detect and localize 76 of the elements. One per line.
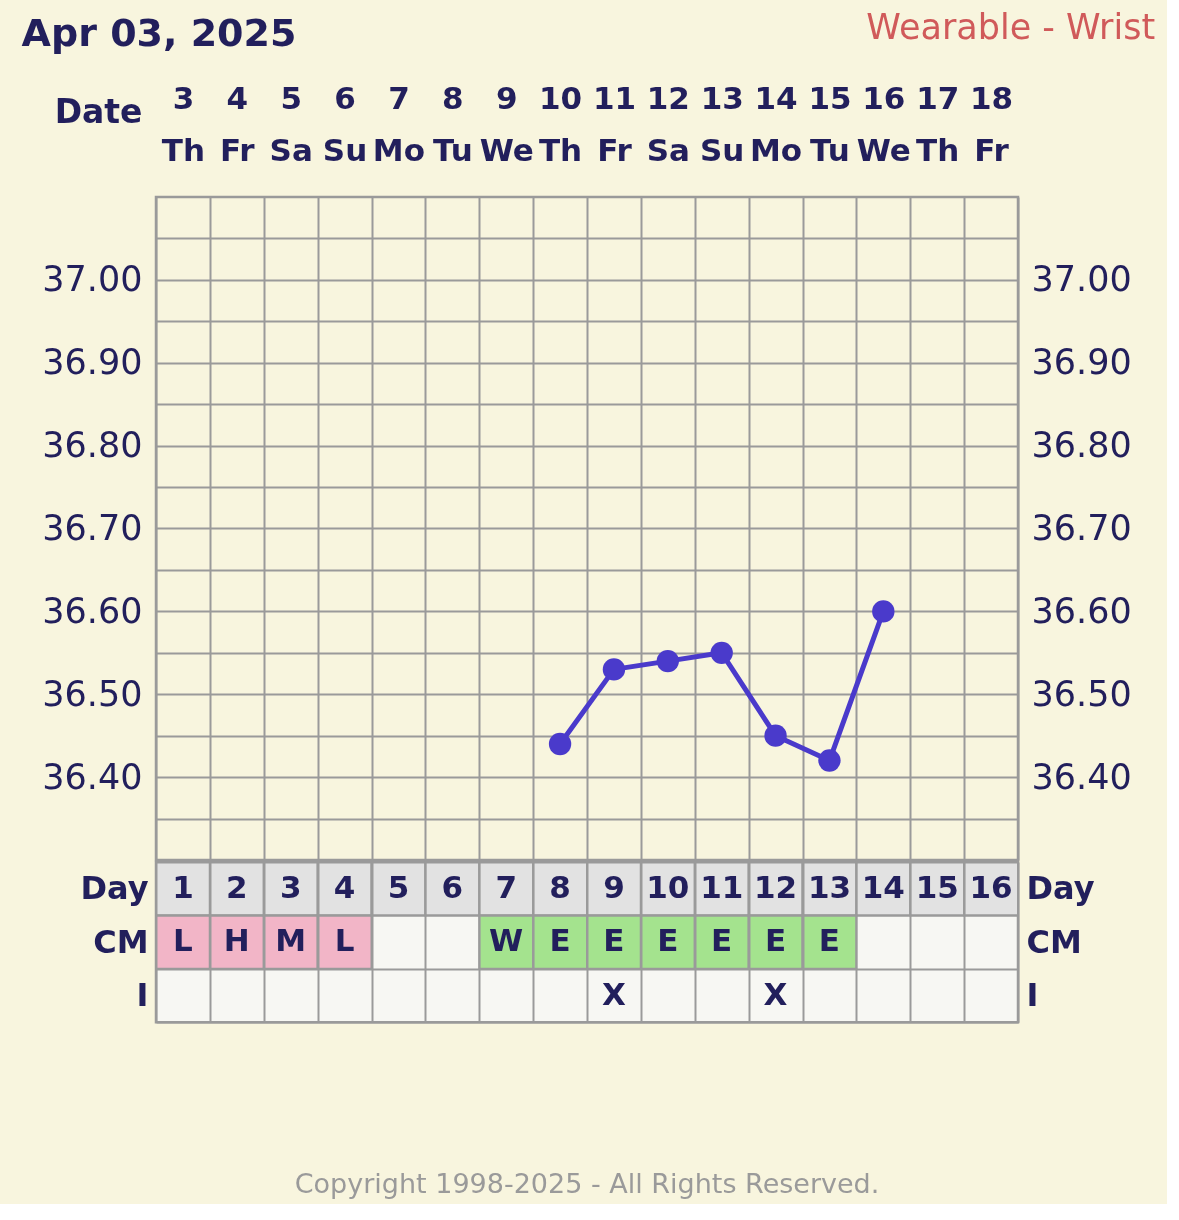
- x-tick-label: 4 Fr: [220, 79, 256, 168]
- y-tick-label: 36.90: [42, 342, 143, 383]
- y2-tick-label: 36.40: [1031, 756, 1132, 797]
- x-tick-label: 4: [333, 868, 356, 905]
- text: H: [223, 922, 250, 959]
- x-tick-label: 15: [915, 868, 959, 905]
- x-axis-title: Date: [54, 91, 143, 131]
- x-tick-label: 12 Sa: [646, 79, 690, 168]
- text: M: [275, 922, 307, 959]
- x-tick-label: 18 Fr: [969, 79, 1014, 168]
- x-tick-label: 13 Su: [699, 79, 745, 168]
- text: X: [763, 975, 788, 1012]
- y-tick-label: 36.40: [42, 756, 143, 797]
- x-tick-label: 10 Th: [538, 79, 583, 168]
- y-tick-label: 36.60: [42, 590, 143, 631]
- text: X: [601, 975, 626, 1012]
- text: Copyright 1998-2025 - All Rights Reserved.: [294, 1168, 880, 1200]
- chart-subtitle: Wearable - Wrist: [866, 7, 1156, 47]
- x-tick-label: 6: [441, 868, 464, 905]
- point: [764, 724, 787, 747]
- text: E: [657, 922, 679, 959]
- y2-tick-label: I: [1026, 976, 1039, 1014]
- x-tick-label: 7 Mo: [372, 79, 426, 168]
- y2-tick-label: 36.90: [1031, 342, 1132, 383]
- y2-tick-label: 36.80: [1031, 425, 1132, 466]
- text: W: [489, 922, 524, 959]
- x-tick-label: 12: [753, 868, 798, 905]
- x-tick-label: 11 Fr: [592, 79, 637, 168]
- text: E: [711, 922, 733, 959]
- x-tick-label: 14: [861, 868, 905, 905]
- x-tick-label: 8: [549, 868, 571, 905]
- x-tick-label: 3 Th: [161, 79, 206, 168]
- x-tick-label: 1: [172, 868, 194, 905]
- x-axis-title: Day: [1026, 869, 1095, 908]
- text: L: [334, 922, 355, 959]
- x-tick-label: 9: [603, 868, 625, 905]
- y2-tick-label: 36.60: [1031, 590, 1132, 631]
- y-tick-label: 36.70: [42, 508, 143, 548]
- x-tick-label: 8 Tu: [432, 79, 473, 168]
- y2-tick-label: 37.00: [1031, 259, 1132, 300]
- x-tick-label: 3: [279, 868, 302, 905]
- x-tick-label: 14 Mo: [749, 79, 803, 168]
- x-tick-label: 7: [495, 868, 517, 905]
- x-tick-label: 10: [646, 868, 690, 905]
- text: E: [818, 922, 841, 959]
- x-tick-label: 5 Sa: [269, 79, 313, 168]
- chart-title: Apr 03, 2025: [21, 10, 297, 55]
- point: [656, 649, 679, 673]
- y-tick-label: 36.50: [42, 673, 143, 714]
- y2-tick-label: CM: [1026, 922, 1082, 961]
- text: Day: [80, 869, 149, 908]
- text: L: [173, 922, 193, 959]
- y2-tick-label: 36.70: [1031, 508, 1132, 548]
- text: E: [603, 922, 625, 959]
- x-tick-label: 2: [226, 868, 248, 905]
- point: [710, 641, 733, 664]
- x-tick-label: 6 Su: [322, 79, 368, 168]
- y-tick-label: I: [136, 976, 149, 1014]
- text: E: [549, 922, 571, 959]
- x-tick-label: 9 We: [479, 79, 534, 168]
- x-tick-label: 5: [387, 868, 410, 905]
- y-tick-label: 37.00: [42, 259, 143, 300]
- x-tick-label: 17 Th: [916, 79, 960, 168]
- point: [818, 749, 841, 772]
- text: E: [764, 922, 787, 959]
- point: [872, 600, 895, 623]
- x-tick-label: 15 Tu: [808, 79, 852, 168]
- point: [602, 658, 626, 681]
- y2-tick-label: 36.50: [1031, 673, 1132, 714]
- x-tick-label: 11: [700, 868, 744, 905]
- y-tick-label: 36.80: [42, 425, 143, 466]
- point: [548, 732, 572, 756]
- y-tick-label: CM: [93, 922, 149, 961]
- x-tick-label: 16: [969, 868, 1013, 905]
- x-tick-label: 13: [807, 868, 852, 905]
- x-tick-label: 16 We: [856, 79, 911, 168]
